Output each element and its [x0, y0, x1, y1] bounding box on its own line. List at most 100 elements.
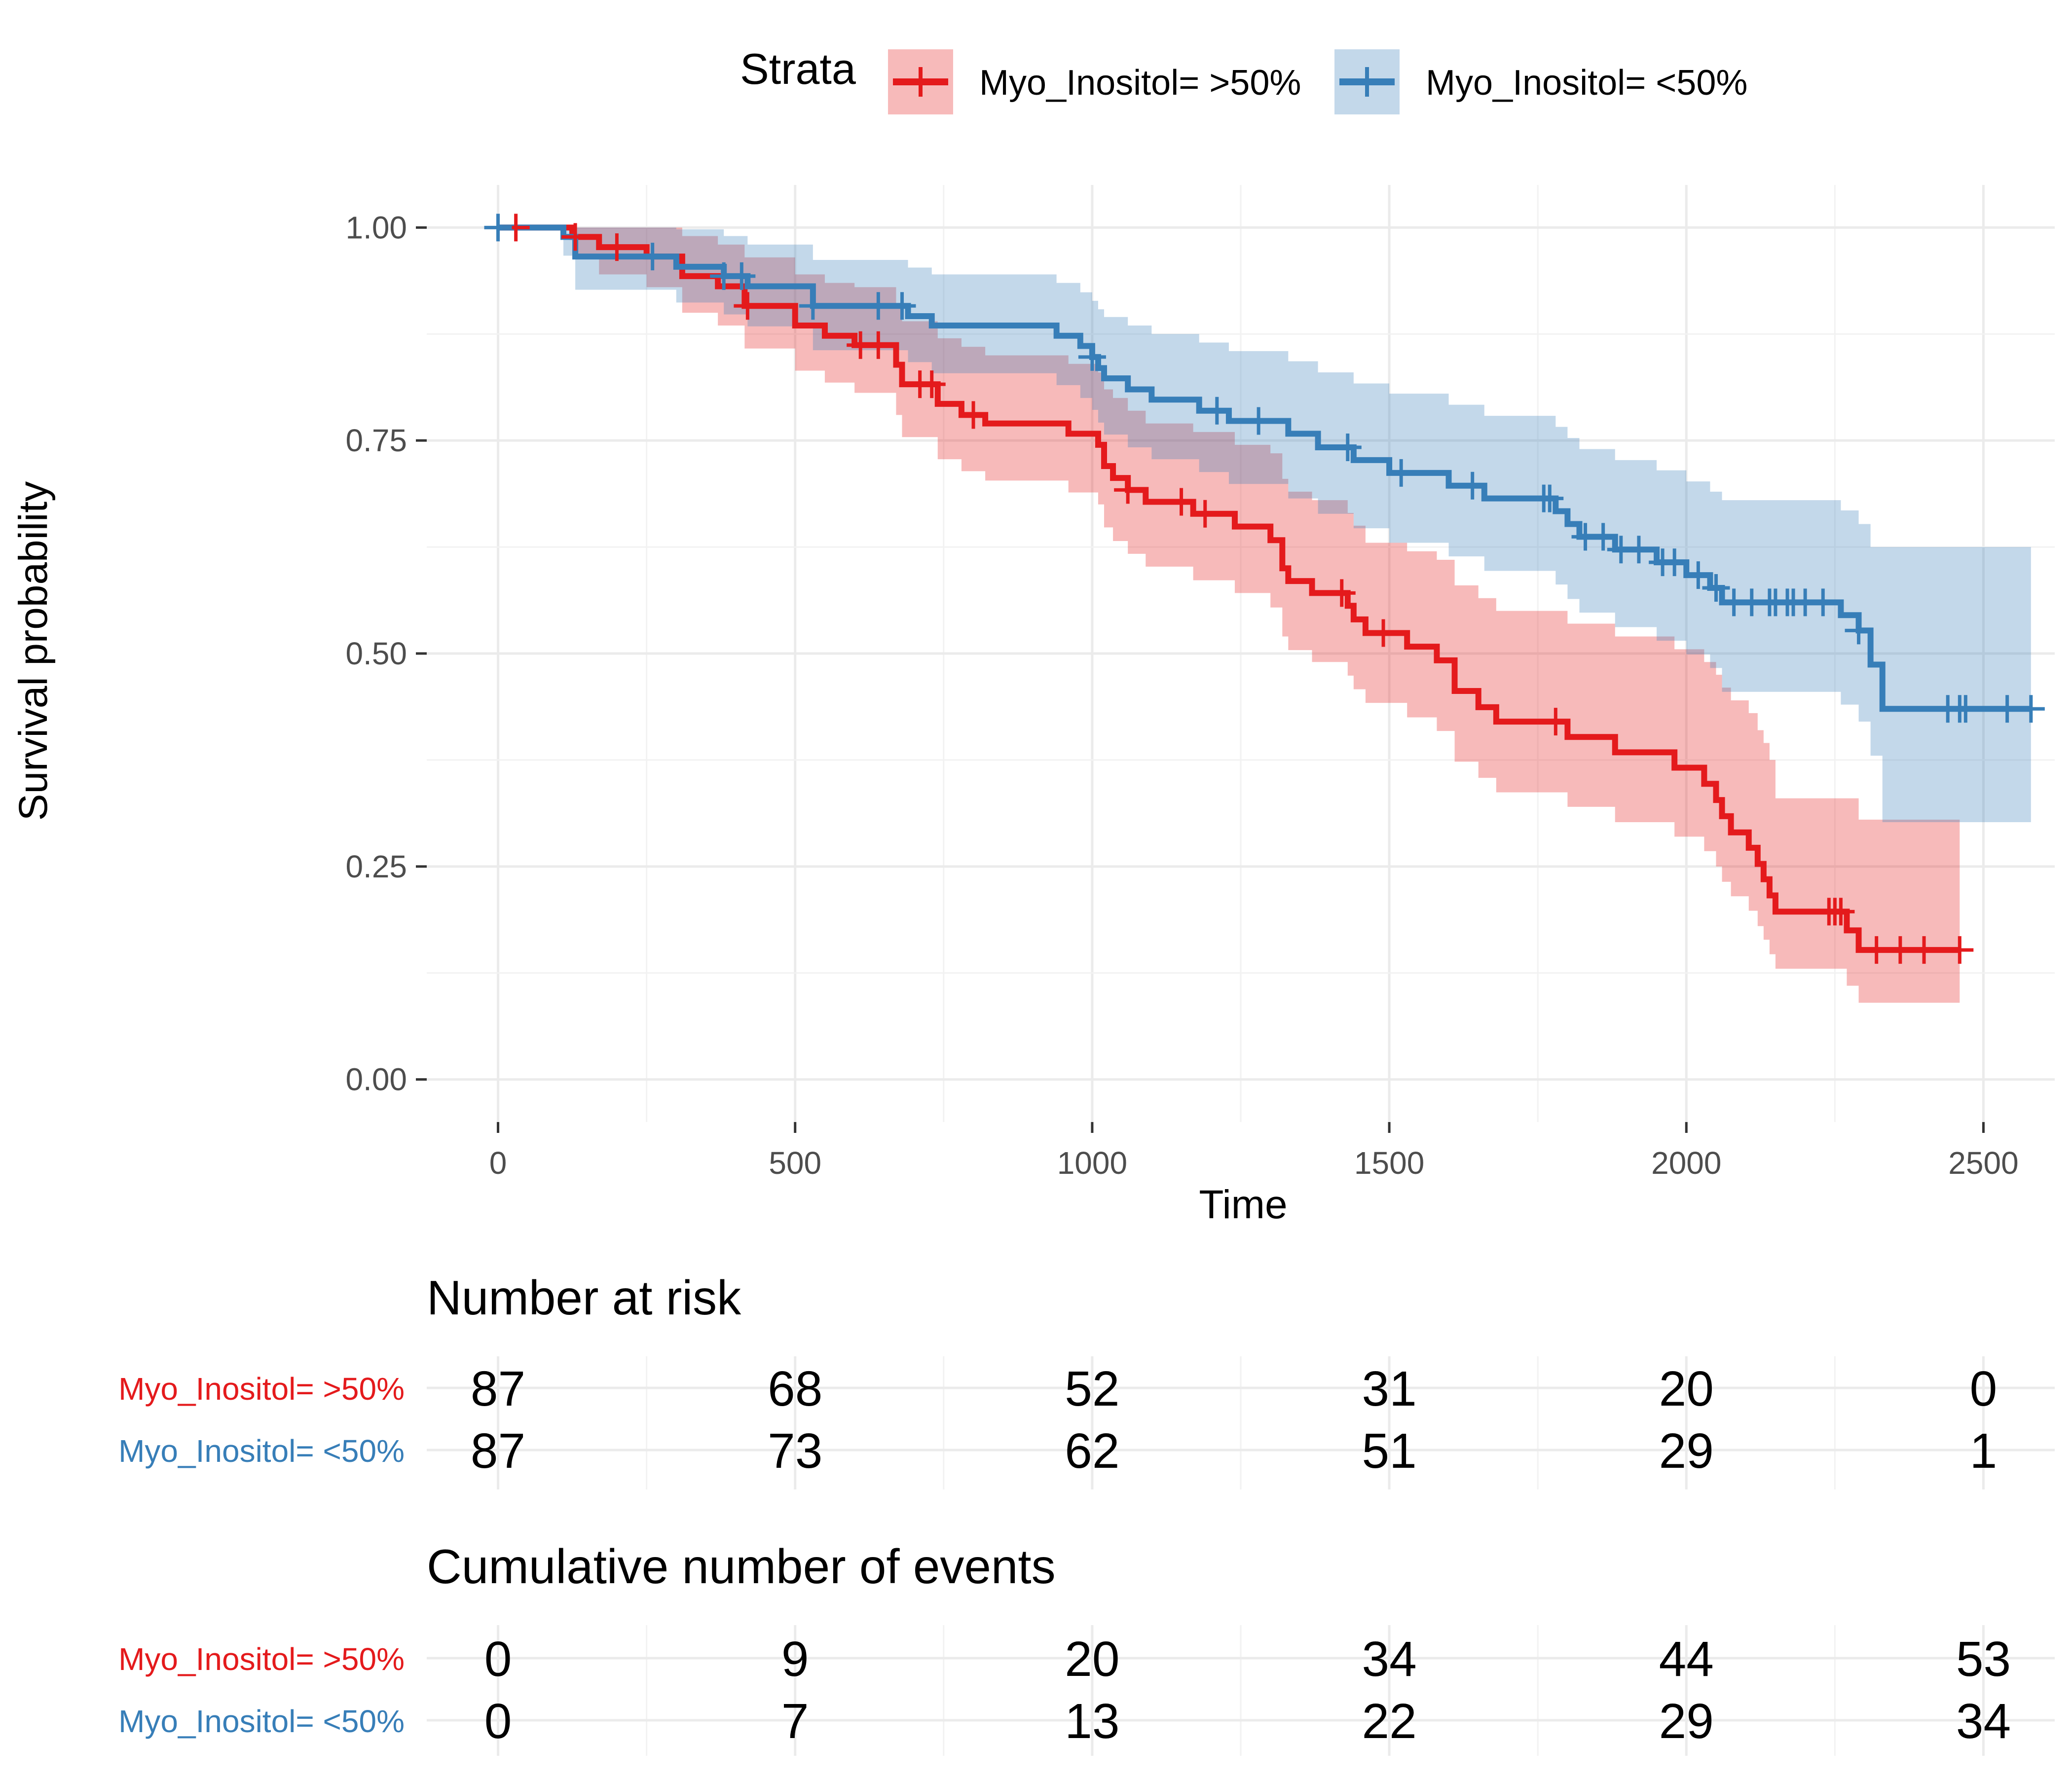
censor-mark-low: [1078, 343, 1106, 371]
censor-mark-low: [1684, 561, 1712, 589]
events-table-value-Myo-Inositol-50--2500: 34: [1956, 1694, 2011, 1749]
risk-table-value-Myo-Inositol-50--2000: 29: [1659, 1423, 1714, 1479]
risk-table-row-label: Myo_Inositol= <50%: [118, 1433, 405, 1469]
censor-mark-low: [1993, 695, 2021, 723]
x-tick-label: 2500: [1948, 1145, 2018, 1181]
risk-table-value-Myo-Inositol-50--1500: 31: [1362, 1361, 1416, 1416]
censor-mark-high: [1114, 476, 1142, 504]
risk-table-gridlines: [427, 1356, 2055, 1489]
censor-mark-low: [1333, 434, 1362, 461]
censor-mark-low: [1702, 574, 1730, 602]
legend-label-low: Myo_Inositol= <50%: [1426, 63, 1747, 103]
legend-key-low: [1334, 49, 1400, 114]
censor-mark-low: [484, 214, 512, 242]
events-table-row-labels: Myo_Inositol= >50% Myo_Inositol= <50%: [118, 1641, 405, 1739]
censor-mark-low: [888, 292, 916, 320]
censor-mark-high: [960, 401, 988, 429]
y-tick-label: 0.50: [345, 636, 407, 671]
events-table-gridlines: [427, 1625, 2055, 1756]
axes: 0.00 0.25 0.50 0.75 1.00 0 500 1000 1500 2000 2500: [345, 210, 2018, 1181]
y-axis-label: Survival probability: [11, 481, 56, 821]
legend: Strata Myo_Inositol= >50% Myo_Inositol= …: [740, 44, 1747, 114]
censor-mark-low: [2017, 695, 2045, 723]
censor-mark-low: [1589, 523, 1617, 551]
risk-table-title: Number at risk: [427, 1270, 741, 1325]
risk-table-values: 87 68 52 31 20 0 87 73 62 51 29 1: [471, 1361, 1997, 1479]
plot-gridlines: [427, 185, 2055, 1122]
censor-mark-low: [638, 243, 666, 271]
risk-table-value-Myo-Inositol-50--1000: 52: [1065, 1361, 1119, 1416]
censor-mark-low: [1458, 472, 1486, 500]
censor-mark-high: [864, 331, 892, 359]
events-table-value-Myo-Inositol-50--500: 9: [781, 1632, 809, 1687]
y-tick-label: 0.00: [345, 1062, 407, 1097]
censor-mark-low: [1536, 484, 1564, 512]
censor-mark-high: [1191, 500, 1219, 528]
risk-table-row-label: Myo_Inositol= >50%: [118, 1371, 405, 1407]
risk-table-row-labels: Myo_Inositol= >50% Myo_Inositol= <50%: [118, 1371, 405, 1469]
y-tick-label: 1.00: [345, 210, 407, 245]
censor-mark-low: [1625, 536, 1653, 564]
survival-line-high: [498, 224, 1960, 953]
risk-table-value-Myo-Inositol-50--2500: 0: [1970, 1361, 1998, 1416]
risk-table-value-Myo-Inositol-50--500: 73: [768, 1423, 822, 1479]
censor-mark-low: [1952, 695, 1980, 723]
events-table-values: 0 9 20 34 44 53 0 7 13 22 29 34: [484, 1632, 2011, 1749]
events-table-row-label: Myo_Inositol= >50%: [118, 1641, 405, 1677]
events-table-value-Myo-Inositol-50--2000: 44: [1659, 1632, 1714, 1687]
y-tick-label: 0.25: [345, 849, 407, 884]
censor-mark-high: [1369, 619, 1398, 647]
censor-mark-low: [1661, 548, 1689, 577]
confidence-bands: [498, 227, 2031, 1003]
censor-mark-high: [1328, 579, 1356, 607]
risk-table-value-Myo-Inositol-50--0: 87: [471, 1361, 525, 1416]
censor-mark-low: [728, 262, 756, 290]
risk-table-value-Myo-Inositol-50--1000: 62: [1065, 1423, 1119, 1479]
censor-mark-high: [1862, 936, 1890, 964]
events-table-value-Myo-Inositol-50--2000: 29: [1659, 1694, 1714, 1749]
events-table-value-Myo-Inositol-50--1000: 13: [1065, 1694, 1119, 1749]
censor-mark-high: [1910, 936, 1938, 964]
legend-key-high: [888, 49, 953, 114]
censor-marks: [484, 214, 2045, 964]
risk-table-value-Myo-Inositol-50--1500: 51: [1362, 1423, 1416, 1479]
events-table-value-Myo-Inositol-50--500: 7: [781, 1694, 809, 1749]
confidence-band-high: [498, 227, 1960, 1003]
events-table-title: Cumulative number of events: [427, 1539, 1056, 1594]
events-table-value-Myo-Inositol-50--1500: 34: [1362, 1632, 1416, 1687]
events-table-value-Myo-Inositol-50--0: 0: [484, 1632, 512, 1687]
x-tick-label: 0: [489, 1145, 507, 1181]
censor-mark-high: [1542, 708, 1570, 736]
censor-mark-low: [1387, 459, 1415, 487]
y-tick-label: 0.75: [345, 423, 407, 458]
events-table-row-label: Myo_Inositol= <50%: [118, 1704, 405, 1739]
censor-mark-low: [1845, 617, 1873, 645]
censor-mark-low: [864, 292, 892, 320]
censor-mark-high: [603, 233, 631, 261]
censor-mark-high: [1886, 936, 1914, 964]
censor-mark-high: [918, 370, 946, 399]
confidence-band-low: [498, 227, 2031, 822]
legend-title: Strata: [740, 44, 856, 93]
events-table-value-Myo-Inositol-50--1000: 20: [1065, 1632, 1119, 1687]
legend-label-high: Myo_Inositol= >50%: [979, 63, 1301, 103]
censor-mark-high: [734, 292, 762, 320]
x-tick-label: 1000: [1057, 1145, 1127, 1181]
censor-mark-high: [1946, 936, 1974, 964]
risk-table-value-Myo-Inositol-50--500: 68: [768, 1361, 822, 1416]
events-table-value-Myo-Inositol-50--2500: 53: [1956, 1632, 2011, 1687]
censor-mark-low: [799, 292, 827, 320]
events-table-value-Myo-Inositol-50--0: 0: [484, 1694, 512, 1749]
censor-mark-high: [561, 223, 590, 251]
censor-mark-low: [1203, 397, 1231, 425]
x-tick-label: 1500: [1354, 1145, 1424, 1181]
censor-mark-high: [1167, 488, 1195, 516]
x-axis-label: Time: [1199, 1182, 1287, 1227]
risk-table-value-Myo-Inositol-50--0: 87: [471, 1423, 525, 1479]
x-tick-label: 500: [769, 1145, 821, 1181]
events-table-value-Myo-Inositol-50--1500: 22: [1362, 1694, 1416, 1749]
x-tick-label: 2000: [1651, 1145, 1721, 1181]
